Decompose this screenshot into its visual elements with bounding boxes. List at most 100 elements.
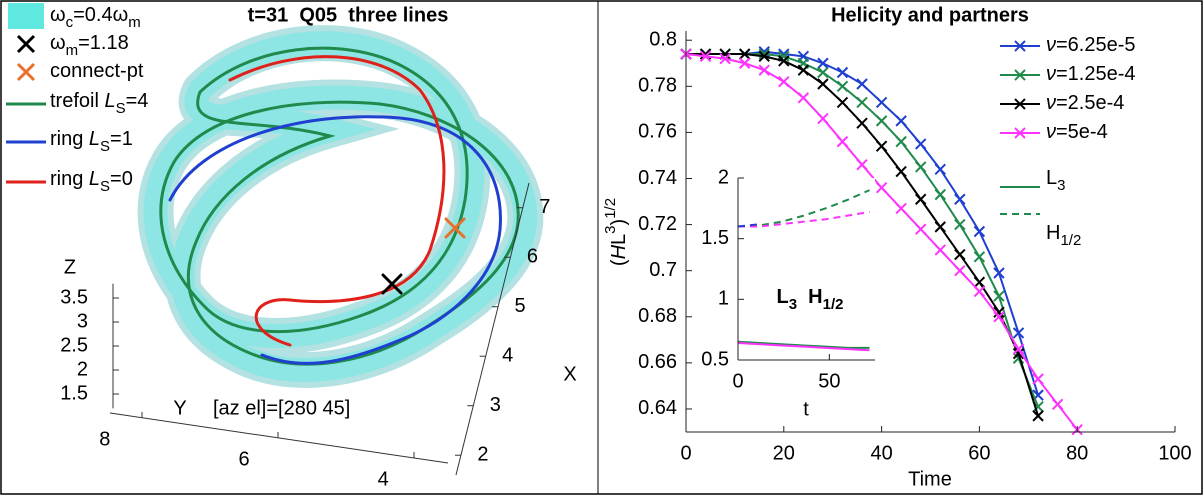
marker	[857, 118, 867, 128]
text-part: =2.5e-4	[1056, 92, 1124, 114]
x-tick-label: 0	[680, 442, 691, 464]
marker	[935, 190, 945, 200]
marker	[955, 250, 965, 260]
text-part: L	[1046, 167, 1057, 189]
legend-label: connect-pt	[50, 60, 144, 82]
y-tick-label: 1.5	[701, 227, 729, 249]
y-tick-label: 0.5	[701, 348, 729, 370]
marker	[974, 277, 984, 287]
text-part: =6.25e-5	[1056, 34, 1136, 56]
y-tick-label: 0.74	[638, 167, 677, 189]
tube-3d	[156, 43, 526, 370]
inset-background	[738, 178, 875, 360]
legend-label: ν=1.25e-4	[1046, 63, 1136, 85]
x-tick-label: 40	[870, 442, 892, 464]
marker	[916, 162, 926, 172]
text-part: H	[608, 244, 630, 259]
z-tick-label: 1.5	[60, 382, 88, 404]
text-part: 1/2	[1060, 232, 1081, 249]
marker	[955, 266, 965, 276]
marker	[818, 79, 828, 89]
marker	[896, 167, 906, 177]
y-tick-label: 0.66	[638, 351, 677, 373]
text-part: ν	[1046, 34, 1056, 56]
x-axis-label: t	[803, 398, 809, 420]
text-part: ν	[1046, 92, 1056, 114]
y-tick-label: 6	[238, 448, 249, 470]
marker	[974, 227, 984, 237]
z-tick-label: 3.5	[60, 286, 88, 308]
z-tick-label: 2.5	[60, 334, 88, 356]
marker	[1014, 328, 1024, 338]
marker	[1053, 399, 1063, 409]
marker	[896, 203, 906, 213]
legend-label: L3	[1046, 167, 1065, 194]
text-part: 3	[602, 225, 619, 233]
z-tick-label: 3	[77, 310, 88, 332]
text-part: 1/2	[823, 296, 844, 313]
marker	[818, 58, 828, 68]
text-part: )	[608, 219, 630, 226]
text-part: ν	[1046, 63, 1056, 85]
marker	[896, 116, 906, 126]
chart-title: t=31 Q05 three lines	[248, 4, 449, 26]
y-tick-label: 0.78	[638, 75, 677, 97]
text-part: S	[100, 138, 110, 155]
x-tick-label: 7	[539, 196, 550, 218]
marker	[837, 81, 847, 91]
y-axis-label: (HL3)1/2	[602, 198, 630, 266]
text-part: =1.18	[78, 32, 129, 54]
text-part: 1/2	[602, 198, 619, 219]
marker	[1033, 411, 1043, 421]
marker	[798, 65, 808, 75]
text-part: L	[608, 234, 630, 245]
marker	[779, 77, 789, 87]
legend-label: trefoil LS=4	[50, 90, 148, 117]
legend-patch	[8, 3, 44, 29]
marker	[935, 222, 945, 232]
text-part: ω	[50, 4, 66, 26]
x-tick-label: 6	[527, 246, 538, 268]
text-part: =4	[126, 90, 149, 112]
marker	[877, 97, 887, 107]
x-tick-label: 80	[1066, 442, 1088, 464]
legend-label: ν=5e-4	[1046, 121, 1108, 143]
legend-label: ring LS=1	[50, 128, 133, 155]
legend-marker	[18, 64, 34, 80]
legend-label: H1/2	[1046, 222, 1081, 249]
text-part: S	[100, 178, 110, 195]
marker	[877, 183, 887, 193]
y-tick-label: 0.76	[638, 121, 677, 143]
legend-label: ring LS=0	[50, 168, 133, 195]
y-tick-label: 4	[378, 468, 389, 490]
marker	[974, 252, 984, 262]
marker	[916, 194, 926, 204]
x-tick-label: 3	[490, 394, 501, 416]
x-tick-label: 0	[732, 370, 743, 392]
x-tick-label: 20	[773, 442, 795, 464]
text-part: m	[128, 14, 141, 31]
legend-label: ωc=0.4ωm	[50, 4, 141, 31]
y-tick-label: 2	[718, 166, 729, 188]
y-axis	[110, 413, 448, 463]
x-axis-label: Time	[908, 468, 952, 490]
text-part: L	[89, 168, 100, 190]
legend-label: ωm=1.18	[50, 32, 129, 59]
text-part: H	[797, 286, 823, 308]
marker	[1033, 374, 1043, 384]
marker	[916, 139, 926, 149]
marker	[857, 79, 867, 89]
text-part: =1	[110, 128, 133, 150]
x-tick-label: 4	[502, 345, 513, 367]
marker	[935, 164, 945, 174]
marker	[837, 67, 847, 77]
marker	[955, 220, 965, 230]
view-annotation: [az el]=[280 45]	[213, 397, 350, 419]
text-part: ω	[50, 32, 66, 54]
text-part: =0.4ω	[73, 4, 128, 26]
marker	[935, 245, 945, 255]
x-tick-label: 5	[515, 295, 526, 317]
y-tick-label: 0.8	[649, 28, 677, 50]
y-tick-label: 1	[718, 288, 729, 310]
text-part: S	[116, 100, 126, 117]
